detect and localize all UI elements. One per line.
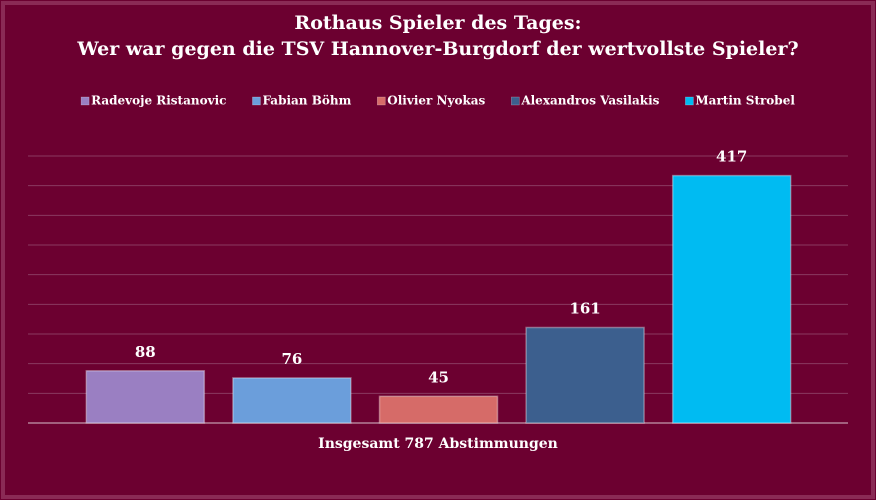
value-label: 88 [135,343,156,361]
chart-title: Rothaus Spieler des Tages: [294,12,581,34]
bar [525,326,645,424]
legend-swatch [685,96,694,106]
legend-swatch [511,96,520,106]
value-label: 161 [569,299,600,317]
bar [671,174,792,424]
legend-label: Martin Strobel [695,94,795,108]
legend-swatch [252,96,261,106]
legend-swatch [377,96,386,106]
value-label: 45 [428,368,449,386]
value-label: 417 [716,148,747,166]
legend-label: Radevoje Ristanovic [91,94,226,108]
legend-label: Fabian Böhm [262,94,351,108]
bar [232,377,352,424]
bar [85,370,206,424]
chart-subtitle: Wer war gegen die TSV Hannover-Burgdorf … [76,38,798,60]
x-axis-label: Insgesamt 787 Abstimmungen [318,436,558,452]
bar [378,395,499,424]
legend-swatch [80,96,90,106]
legend-label: Olivier Nyokas [387,94,485,108]
legend-label: Alexandros Vasilakis [520,94,659,108]
value-label: 76 [281,350,302,368]
